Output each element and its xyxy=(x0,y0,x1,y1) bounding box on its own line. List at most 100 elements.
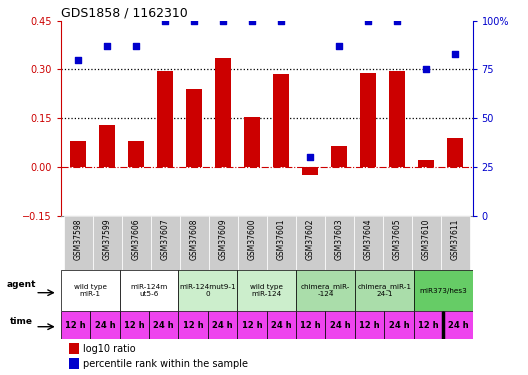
Point xyxy=(132,43,140,49)
Text: GSM37600: GSM37600 xyxy=(248,218,257,260)
Text: 24 h: 24 h xyxy=(448,321,468,330)
Bar xyxy=(414,270,473,311)
Bar xyxy=(61,311,90,339)
Text: 12 h: 12 h xyxy=(242,321,262,330)
Point xyxy=(248,18,257,24)
Bar xyxy=(69,358,79,369)
Text: GSM37607: GSM37607 xyxy=(161,218,169,260)
Point xyxy=(219,18,228,24)
Bar xyxy=(70,141,86,167)
Text: 24 h: 24 h xyxy=(330,321,351,330)
Bar xyxy=(119,270,178,311)
Text: GSM37598: GSM37598 xyxy=(73,218,82,260)
Text: 24 h: 24 h xyxy=(212,321,233,330)
Text: GSM37611: GSM37611 xyxy=(451,218,460,260)
Bar xyxy=(238,216,267,270)
Point xyxy=(190,18,199,24)
Point xyxy=(364,18,372,24)
Text: GSM37601: GSM37601 xyxy=(277,218,286,260)
Bar xyxy=(354,216,383,270)
Point xyxy=(103,43,111,49)
Bar xyxy=(237,270,296,311)
Bar xyxy=(331,146,347,167)
Bar xyxy=(302,167,318,175)
Bar xyxy=(296,216,325,270)
Text: GSM37609: GSM37609 xyxy=(219,218,228,260)
Bar xyxy=(360,73,376,167)
Bar xyxy=(267,311,296,339)
Bar xyxy=(61,270,119,311)
Text: 24 h: 24 h xyxy=(95,321,115,330)
Text: 24 h: 24 h xyxy=(389,321,409,330)
Text: GDS1858 / 1162310: GDS1858 / 1162310 xyxy=(61,6,187,20)
Point xyxy=(74,57,82,63)
Bar xyxy=(157,71,173,167)
Point xyxy=(161,18,169,24)
Text: 12 h: 12 h xyxy=(300,321,321,330)
Bar xyxy=(273,74,289,167)
Text: agent: agent xyxy=(6,280,36,289)
Text: 24 h: 24 h xyxy=(153,321,174,330)
Text: GSM37605: GSM37605 xyxy=(393,218,402,260)
Bar xyxy=(150,216,180,270)
Bar xyxy=(414,311,443,339)
Text: wild type
miR-1: wild type miR-1 xyxy=(73,284,107,297)
Text: chimera_miR-
-124: chimera_miR- -124 xyxy=(301,284,350,297)
Text: chimera_miR-1
24-1: chimera_miR-1 24-1 xyxy=(357,284,411,297)
Point xyxy=(335,43,343,49)
Bar xyxy=(99,124,115,167)
Text: time: time xyxy=(10,316,33,326)
Point xyxy=(451,51,459,57)
Bar xyxy=(443,311,473,339)
Text: GSM37606: GSM37606 xyxy=(131,218,140,260)
Bar xyxy=(447,138,463,167)
Bar xyxy=(355,311,384,339)
Bar xyxy=(384,311,414,339)
Text: 12 h: 12 h xyxy=(124,321,145,330)
Bar xyxy=(90,311,119,339)
Bar xyxy=(128,141,144,167)
Point xyxy=(422,66,430,72)
Bar xyxy=(296,311,325,339)
Bar xyxy=(186,89,202,167)
Text: miR-124m
ut5-6: miR-124m ut5-6 xyxy=(130,284,167,297)
Bar xyxy=(209,216,238,270)
Bar xyxy=(63,216,92,270)
Text: miR-124mut9-1
0: miR-124mut9-1 0 xyxy=(180,284,236,297)
Text: miR373/hes3: miR373/hes3 xyxy=(419,288,467,294)
Bar xyxy=(383,216,412,270)
Bar xyxy=(121,216,150,270)
Point xyxy=(393,18,401,24)
Bar xyxy=(178,311,208,339)
Bar xyxy=(355,270,414,311)
Bar xyxy=(69,344,79,354)
Text: 12 h: 12 h xyxy=(359,321,380,330)
Bar xyxy=(441,216,470,270)
Text: log10 ratio: log10 ratio xyxy=(83,344,136,354)
Bar xyxy=(215,58,231,167)
Bar xyxy=(389,71,405,167)
Text: GSM37603: GSM37603 xyxy=(335,218,344,260)
Text: 12 h: 12 h xyxy=(418,321,439,330)
Bar xyxy=(325,216,354,270)
Bar xyxy=(296,270,355,311)
Text: 12 h: 12 h xyxy=(183,321,203,330)
Text: percentile rank within the sample: percentile rank within the sample xyxy=(83,359,248,369)
Text: GSM37610: GSM37610 xyxy=(422,218,431,260)
Bar xyxy=(149,311,178,339)
Bar xyxy=(412,216,441,270)
Bar xyxy=(92,216,121,270)
Point xyxy=(277,18,285,24)
Bar xyxy=(418,160,434,167)
Bar xyxy=(208,311,237,339)
Text: GSM37604: GSM37604 xyxy=(364,218,373,260)
Text: wild type
miR-124: wild type miR-124 xyxy=(250,284,283,297)
Text: GSM37608: GSM37608 xyxy=(190,218,199,260)
Text: 12 h: 12 h xyxy=(65,321,86,330)
Bar xyxy=(267,216,296,270)
Bar xyxy=(244,117,260,167)
Bar xyxy=(178,270,237,311)
Bar xyxy=(180,216,209,270)
Text: 24 h: 24 h xyxy=(271,321,291,330)
Bar xyxy=(325,311,355,339)
